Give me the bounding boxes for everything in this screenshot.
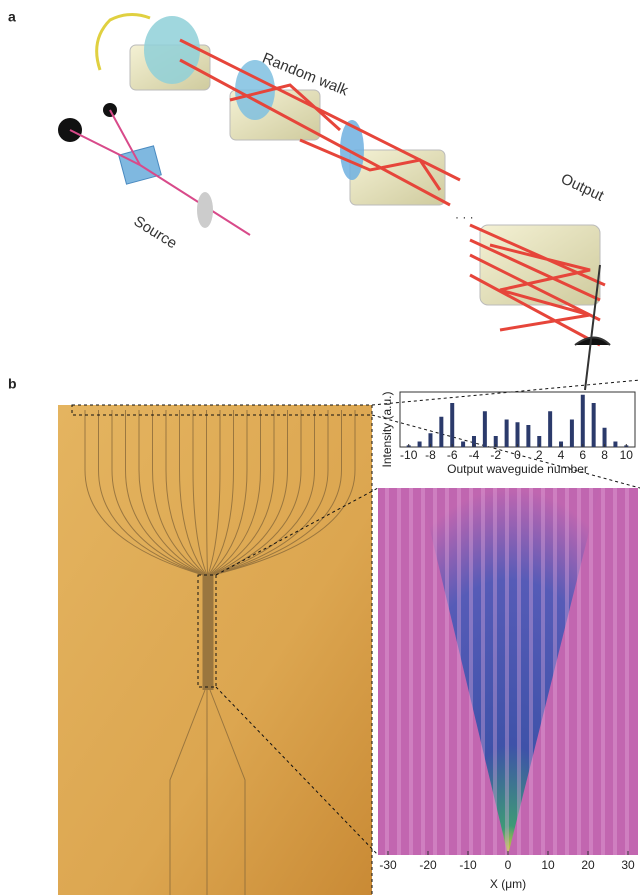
stripe [397,488,401,855]
x-tick-label: 0 [514,448,521,462]
bar [613,442,617,448]
stripe [445,488,449,855]
x-tick-label: 10 [541,858,555,872]
y-axis-label: Intensity (a.u.) [380,391,394,467]
x-tick-label: -2 [490,448,501,462]
micrograph [58,405,372,895]
stripe [409,488,413,855]
stripe [481,488,485,855]
bar [439,417,443,447]
panel-a: a · · · Random walk Output Source [8,9,610,390]
stripe [577,488,581,855]
panel-label: a [8,9,16,25]
heatmap-stripes [385,488,629,855]
bar [548,411,552,447]
bar [418,442,422,448]
stripe [565,488,569,855]
x-tick-label: -8 [425,448,436,462]
bar [592,403,596,447]
lens [197,192,213,228]
stripe [625,488,629,855]
stripe [469,488,473,855]
x-tick-label: 20 [581,858,595,872]
bar [581,395,585,447]
label: Source [131,213,180,253]
label: Output [558,170,607,205]
x-axis-label: X (μm) [490,877,526,891]
bar [516,422,520,447]
stripe [505,488,509,855]
stripe [541,488,545,855]
x-tick-label: 10 [620,448,634,462]
x-tick-label: 4 [558,448,565,462]
stripe [421,488,425,855]
dots: · · · [455,210,474,224]
bar [570,420,574,448]
stripe [433,488,437,855]
panel-label: b [8,376,17,392]
bar [505,420,509,448]
x-tick-label: 30 [621,858,635,872]
stripe [601,488,605,855]
bar [483,411,487,447]
x-tick-label: -6 [447,448,458,462]
stripe [493,488,497,855]
x-tick-label: 8 [601,448,608,462]
x-axis-label: Output waveguide number [447,462,588,476]
x-tick-label: -30 [379,858,397,872]
x-tick-label: 0 [505,858,512,872]
stripe [517,488,521,855]
stripe [613,488,617,855]
bar [461,442,465,448]
x-tick-label: -4 [469,448,480,462]
x-tick-label: -20 [419,858,437,872]
lens [144,16,200,84]
stripe [553,488,557,855]
stripe [385,488,389,855]
stripe [589,488,593,855]
x-tick-label: -10 [459,858,477,872]
figure: a · · · Random walk Output Source b - [0,0,640,895]
bar [450,403,454,447]
x-tick-label: -10 [400,448,418,462]
bar [526,425,530,447]
panel-b: b [8,376,640,895]
stripe [529,488,533,855]
x-tick-label: 6 [579,448,586,462]
x-tick-label: 2 [536,448,543,462]
stripe [457,488,461,855]
